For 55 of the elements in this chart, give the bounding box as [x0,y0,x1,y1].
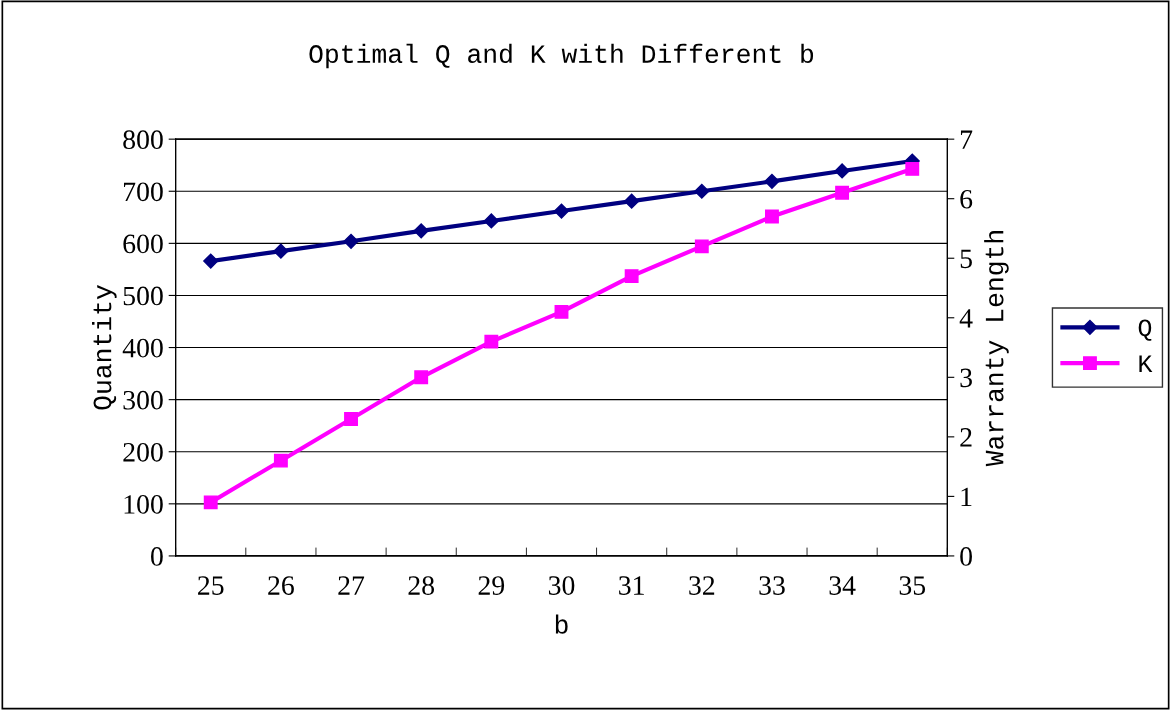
y2-tick-label: 6 [960,189,973,209]
point [694,183,710,199]
x-tick-label: 25 [198,576,224,595]
y2-tick-label: 2 [960,428,972,447]
x-tick-label: 31 [619,576,644,595]
x-tick-label: 32 [689,576,715,595]
chart-title: Optimal Q and K with Different b [309,43,814,69]
x-tick-label: 35 [899,576,926,595]
y2-tick-label: 7 [960,130,973,149]
x-tick-label: 29 [478,576,505,595]
y-tick-label: 0 [151,547,163,566]
point [835,185,850,200]
y-tick-label: 600 [123,234,163,254]
point [765,209,779,224]
x-axis-title: b [555,614,568,634]
point [203,253,219,269]
y-tick-label: 400 [122,338,163,358]
point [764,173,780,189]
y2-axis-title: Warranty Length [984,231,1009,467]
x-tick-label: 28 [408,576,435,595]
legend-label: Q [1138,319,1152,341]
y2-tick-label: 1 [961,487,972,507]
point [553,203,570,219]
point [273,243,289,259]
y-axis-title: Quantity [92,285,117,410]
point [413,223,429,239]
point [483,213,499,229]
point [554,304,569,319]
point [203,495,218,510]
y-tick-label: 100 [124,495,163,514]
y-tick-label: 700 [124,182,163,202]
x-tick-label: 30 [548,576,575,595]
point [344,412,358,426]
y2-tick-label: 0 [960,547,972,566]
y2-tick-label: 3 [960,368,972,388]
point [694,239,709,254]
x-tick-label: 27 [338,576,365,595]
y2-tick-label: 5 [960,249,972,269]
point [624,193,640,209]
legend-label: K [1139,355,1153,372]
x-tick-label: 26 [268,576,294,595]
point [273,453,288,468]
point [834,163,850,179]
point [624,269,639,284]
y-tick-label: 200 [123,442,163,462]
y-tick-label: 300 [123,390,163,410]
x-tick-label: 33 [759,576,785,595]
point [484,334,499,349]
point [905,161,920,176]
y-tick-label: 800 [123,130,163,150]
x-tick-label: 34 [829,576,856,595]
y2-tick-label: 4 [959,309,973,328]
point [343,233,359,249]
point [414,370,429,385]
y-tick-label: 500 [123,286,163,306]
